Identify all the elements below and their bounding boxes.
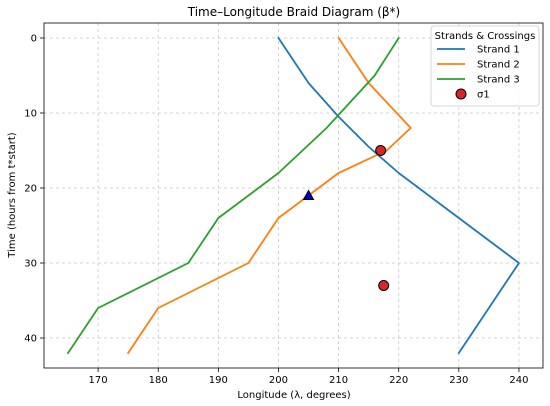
series-group	[66, 36, 520, 355]
y-tick-label: 10	[24, 109, 37, 120]
y-tick-label: 30	[24, 259, 37, 270]
x-tick-label: 220	[389, 375, 408, 386]
crossing-marker-triangle	[302, 189, 315, 200]
crossing-marker-circle	[378, 280, 390, 291]
x-tick-label: 180	[149, 375, 168, 386]
legend-label: σ1	[477, 90, 490, 101]
y-axis: 0 10 20 30 40	[24, 34, 44, 345]
chart-title: Time–Longitude Braid Diagram (β*)	[187, 5, 401, 19]
y-tick-label: 20	[24, 184, 37, 195]
x-tick-label: 240	[509, 375, 528, 386]
crossing-marker-circle	[375, 145, 387, 156]
legend-swatch-marker	[455, 88, 467, 100]
series-line-strand-2	[126, 36, 412, 355]
x-tick-label: 170	[89, 375, 108, 386]
y-tick-label: 40	[24, 334, 37, 345]
y-axis-title: Time (hours from t*start)	[7, 132, 18, 259]
legend-label: Strand 3	[477, 75, 520, 86]
markers-group	[302, 145, 390, 291]
legend-items: Strand 1 Strand 2 Strand 3 σ1	[437, 45, 520, 101]
legend-label: Strand 1	[477, 45, 520, 56]
legend-box	[430, 25, 540, 107]
legend-label: Strand 2	[477, 60, 520, 71]
series-line-strand-1	[277, 36, 520, 355]
x-axis: 170 180 190 200 210 220 230 240	[89, 368, 528, 386]
x-tick-label: 200	[269, 375, 288, 386]
y-tick-label: 0	[31, 34, 37, 45]
x-axis-title: Longitude (λ, degrees)	[237, 390, 350, 401]
x-tick-label: 230	[449, 375, 468, 386]
chart-title-text: Time–Longitude Braid Diagram (β*)	[187, 5, 401, 19]
x-tick-label: 210	[329, 375, 348, 386]
plot-frame	[43, 22, 544, 369]
series-line-strand-3	[66, 36, 400, 355]
legend-title: Strands & Crossings	[435, 31, 536, 42]
x-tick-label: 190	[209, 375, 228, 386]
